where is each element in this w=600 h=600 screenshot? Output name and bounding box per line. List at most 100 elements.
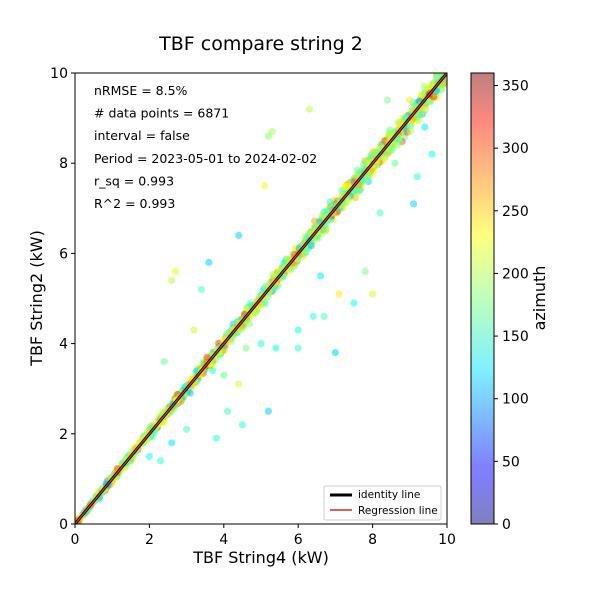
fit-lines [75, 73, 447, 524]
data-point [205, 258, 213, 266]
data-point [428, 150, 436, 158]
regression-line [75, 73, 447, 524]
data-point [197, 285, 206, 294]
stat-annotation: interval = false [94, 128, 190, 143]
data-point [272, 344, 280, 352]
x-axis-label: TBF String4 (kW) [192, 548, 329, 567]
data-point [335, 290, 343, 298]
y-tick-label: 6 [59, 246, 68, 262]
colorbar-label: azimuth [530, 266, 549, 331]
data-point [268, 128, 276, 136]
data-point [320, 312, 328, 321]
legend-box [323, 485, 442, 521]
data-point [264, 292, 272, 301]
data-point [391, 159, 399, 167]
data-point [269, 272, 278, 280]
data-point [350, 299, 358, 307]
stat-annotation: # data points = 6871 [94, 106, 229, 121]
colorbar-ticks: 0 50 100 150 200 250 300 350 [494, 79, 529, 533]
colorbar-tick-label: 0 [502, 517, 511, 533]
data-point [157, 457, 165, 465]
data-point [203, 353, 211, 361]
data-point [264, 407, 272, 415]
x-tick-label: 8 [368, 532, 377, 548]
chart-title: TBF compare string 2 [158, 33, 363, 55]
data-point [257, 340, 265, 348]
data-point [168, 439, 176, 447]
data-point [305, 105, 313, 113]
data-point [441, 65, 448, 72]
y-tick-label: 2 [59, 427, 68, 443]
data-point [417, 90, 426, 98]
data-point [441, 66, 448, 73]
colorbar-tick-label: 350 [502, 79, 529, 95]
colorbar-tick-label: 150 [502, 329, 529, 345]
data-point [413, 173, 421, 181]
data-point [238, 421, 246, 429]
stat-annotation: R^2 = 0.993 [94, 196, 175, 211]
data-point [383, 96, 392, 104]
stat-annotation: r_sq = 0.993 [94, 173, 174, 188]
data-point [294, 326, 302, 334]
data-point [415, 117, 423, 125]
data-point [183, 425, 191, 433]
x-tick-label: 2 [145, 532, 154, 548]
data-point [190, 326, 198, 334]
stat-annotation: nRMSE = 8.5% [94, 83, 188, 98]
data-point [377, 142, 385, 150]
data-point [235, 231, 243, 239]
data-point [160, 358, 168, 366]
y-tick-label: 8 [59, 156, 68, 172]
x-axis-ticks: 0 2 4 6 8 10 [71, 524, 456, 548]
x-tick-label: 4 [219, 532, 228, 548]
data-point [235, 380, 243, 388]
x-tick-label: 0 [71, 532, 80, 548]
data-point [186, 389, 194, 397]
y-tick-label: 0 [59, 517, 68, 533]
data-point [223, 407, 232, 415]
data-point [376, 209, 384, 217]
colorbar-tick-label: 300 [502, 141, 529, 157]
data-point [326, 198, 334, 206]
data-point [309, 312, 317, 321]
x-tick-label: 6 [294, 532, 303, 548]
legend-regression-label: Regression line [358, 505, 438, 517]
data-point [421, 123, 429, 131]
data-point [331, 349, 339, 357]
stats-annotations: nRMSE = 8.5% # data points = 6871 interval… [94, 83, 317, 211]
y-tick-label: 10 [50, 66, 68, 82]
data-point [409, 200, 418, 208]
y-axis-label: TBF String2 (kW) [27, 230, 46, 367]
data-point [294, 344, 302, 352]
data-point [209, 367, 217, 375]
data-point [316, 272, 325, 280]
data-point [242, 344, 250, 352]
colorbar-tick-label: 100 [502, 392, 529, 408]
data-point [435, 61, 442, 68]
data-point [212, 434, 220, 442]
data-point [440, 66, 447, 73]
data-point [369, 290, 377, 298]
data-point [367, 151, 375, 159]
data-point [340, 200, 349, 208]
colorbar-tick-label: 250 [502, 204, 529, 220]
data-point [171, 267, 179, 275]
data-point [407, 127, 415, 135]
colorbar-tick-label: 50 [502, 454, 520, 470]
data-point [220, 371, 228, 379]
data-point [168, 276, 176, 285]
data-point [441, 60, 448, 67]
y-tick-label: 4 [59, 337, 68, 353]
x-tick-label: 10 [438, 532, 456, 548]
plot-frame [74, 72, 448, 525]
data-point [407, 120, 415, 128]
colorbar [470, 72, 495, 525]
legend: identity line Regression line [323, 485, 442, 521]
colorbar-tick-label: 200 [502, 266, 529, 282]
data-point [261, 182, 269, 190]
data-point [388, 146, 396, 154]
legend-identity-label: identity line [358, 489, 420, 501]
data-point [406, 96, 414, 104]
data-point [340, 183, 348, 191]
